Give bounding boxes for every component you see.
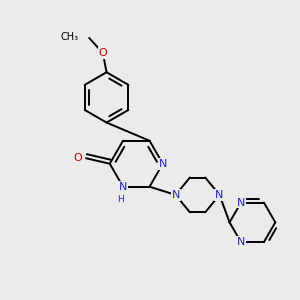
Text: N: N [171,190,180,200]
Text: O: O [74,153,82,163]
Text: N: N [119,182,127,192]
Text: N: N [215,190,224,200]
Text: CH₃: CH₃ [61,32,79,42]
Text: N: N [237,198,245,208]
Text: O: O [98,48,107,58]
Text: N: N [237,237,245,247]
Text: N: N [159,159,167,169]
Text: H: H [117,195,124,204]
